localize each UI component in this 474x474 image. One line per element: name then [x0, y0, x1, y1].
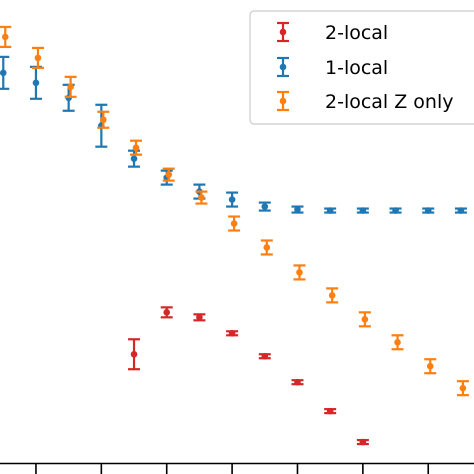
point-13: [391, 334, 404, 351]
point-2: [29, 65, 42, 100]
legend: 2-local 1-local 2-local Z only: [249, 10, 474, 125]
series-2-local: [128, 306, 369, 446]
legend-symbol-2-local-z-only: [277, 90, 289, 112]
point-8: [228, 215, 241, 232]
chart-axes: [0, 462, 474, 474]
legend-entry-2-local-z-only: 2-local Z only: [277, 90, 454, 113]
point-13: [389, 207, 402, 214]
point-14: [424, 358, 437, 375]
legend-label-1-local: 1-local: [325, 57, 388, 79]
legend-label-2-local: 2-local: [325, 22, 388, 44]
point-10: [291, 205, 304, 214]
point-6: [162, 167, 175, 182]
point-1: [0, 55, 10, 90]
point-8: [356, 438, 369, 446]
series-2-local-z-only: [0, 25, 469, 397]
point-12: [356, 207, 369, 214]
point-4: [226, 329, 239, 337]
legend-symbol-1-local: [277, 56, 289, 78]
point-5: [130, 139, 143, 156]
point-2: [31, 46, 44, 69]
point-14: [422, 207, 435, 214]
point-11: [326, 287, 339, 304]
point-3: [64, 75, 77, 98]
legend-entry-2-local: 2-local: [277, 21, 388, 44]
point-2: [160, 306, 173, 319]
point-3: [193, 313, 206, 322]
point-9: [258, 201, 271, 212]
point-4: [97, 110, 110, 129]
chart-marks: [0, 25, 469, 446]
point-7: [195, 190, 208, 205]
point-10: [293, 264, 306, 281]
legend-label-2-local-z-only: 2-local Z only: [325, 91, 454, 113]
point-12: [358, 311, 371, 328]
point-5: [258, 352, 271, 360]
legend-symbol-2-local: [277, 21, 289, 43]
point-8: [226, 191, 239, 208]
point-7: [324, 407, 337, 415]
point-6: [291, 378, 304, 386]
point-15: [456, 380, 469, 397]
point-5: [128, 149, 141, 168]
legend-frame: [249, 10, 474, 125]
point-11: [324, 207, 337, 214]
point-9: [260, 239, 273, 256]
legend-entry-1-local: 1-local: [277, 56, 388, 79]
point-1: [128, 338, 141, 371]
point-1: [0, 25, 12, 49]
point-15: [454, 207, 467, 214]
